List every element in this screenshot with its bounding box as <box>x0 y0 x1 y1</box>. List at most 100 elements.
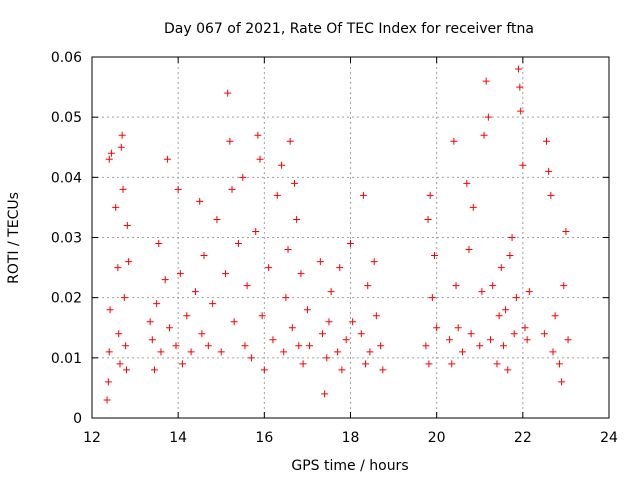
data-point <box>241 342 249 350</box>
data-point <box>562 227 570 235</box>
data-point <box>112 203 120 211</box>
data-point <box>148 336 156 344</box>
data-point <box>476 342 484 350</box>
data-point <box>463 179 471 187</box>
data-point <box>297 270 305 278</box>
data-point <box>187 348 195 356</box>
data-point <box>295 342 303 350</box>
data-point <box>224 89 232 97</box>
data-point <box>103 396 111 404</box>
data-point <box>243 282 251 290</box>
data-point <box>284 246 292 254</box>
data-point <box>545 167 553 175</box>
data-point <box>280 348 288 356</box>
data-point <box>338 366 346 374</box>
data-point <box>163 155 171 163</box>
data-point <box>115 330 123 338</box>
data-point <box>493 360 501 368</box>
data-point <box>521 324 529 332</box>
data-point <box>117 143 125 151</box>
data-point <box>293 215 301 223</box>
data-point <box>155 240 163 248</box>
data-point <box>161 276 169 284</box>
data-point <box>122 366 130 374</box>
y-tick-label: 0.01 <box>51 351 82 367</box>
data-point <box>116 360 124 368</box>
data-point <box>226 137 234 145</box>
data-point <box>465 246 473 254</box>
data-point <box>286 137 294 145</box>
data-point <box>153 300 161 308</box>
data-point <box>540 330 548 338</box>
data-point <box>258 312 266 320</box>
data-point <box>107 149 115 157</box>
data-point <box>362 360 370 368</box>
data-point <box>176 270 184 278</box>
data-point <box>506 252 514 260</box>
data-point <box>178 360 186 368</box>
data-point <box>157 348 165 356</box>
chart-title: Day 067 of 2021, Rate Of TEC Index for r… <box>164 21 534 37</box>
data-point <box>239 173 247 181</box>
data-point <box>327 288 335 296</box>
x-tick-label: 20 <box>428 430 446 446</box>
y-tick-label: 0 <box>73 411 82 427</box>
data-point <box>549 348 557 356</box>
data-point <box>273 191 281 199</box>
data-point <box>516 83 524 91</box>
data-point <box>269 336 277 344</box>
data-point <box>551 312 559 320</box>
x-tick-label: 18 <box>342 430 360 446</box>
data-point <box>174 185 182 193</box>
data-point <box>318 330 326 338</box>
data-point <box>454 324 462 332</box>
data-point <box>525 288 533 296</box>
data-point <box>234 240 242 248</box>
data-point <box>517 107 525 115</box>
data-point <box>146 318 154 326</box>
data-point <box>172 342 180 350</box>
y-tick-label: 0.06 <box>51 50 82 66</box>
data-point <box>433 324 441 332</box>
data-point <box>448 360 456 368</box>
data-point <box>523 336 531 344</box>
data-point <box>543 137 551 145</box>
data-point <box>125 258 133 266</box>
data-point <box>228 185 236 193</box>
x-tick-label: 14 <box>169 430 187 446</box>
data-point <box>191 288 199 296</box>
data-point <box>446 336 454 344</box>
data-point <box>290 179 298 187</box>
y-tick-label: 0.05 <box>51 110 82 126</box>
x-tick-label: 12 <box>83 430 101 446</box>
data-point <box>564 336 572 344</box>
data-point <box>478 288 486 296</box>
data-point <box>334 348 342 356</box>
data-point <box>497 264 505 272</box>
data-point <box>325 318 333 326</box>
data-point <box>183 312 191 320</box>
data-point <box>431 252 439 260</box>
data-point <box>299 360 307 368</box>
data-point <box>515 65 523 73</box>
data-point <box>349 318 357 326</box>
data-point <box>547 191 555 199</box>
data-point <box>487 336 495 344</box>
data-point <box>198 330 206 338</box>
data-point <box>480 131 488 139</box>
data-point <box>303 306 311 314</box>
data-point <box>347 240 354 248</box>
data-points <box>103 65 572 404</box>
x-tick-label: 16 <box>255 430 273 446</box>
data-point <box>209 300 217 308</box>
data-point <box>450 137 458 145</box>
data-point <box>510 330 518 338</box>
data-point <box>105 155 113 163</box>
data-point <box>372 312 380 320</box>
data-point <box>508 234 516 241</box>
data-point <box>489 282 497 290</box>
data-point <box>278 161 286 169</box>
data-point <box>104 378 112 386</box>
data-point <box>459 348 467 356</box>
